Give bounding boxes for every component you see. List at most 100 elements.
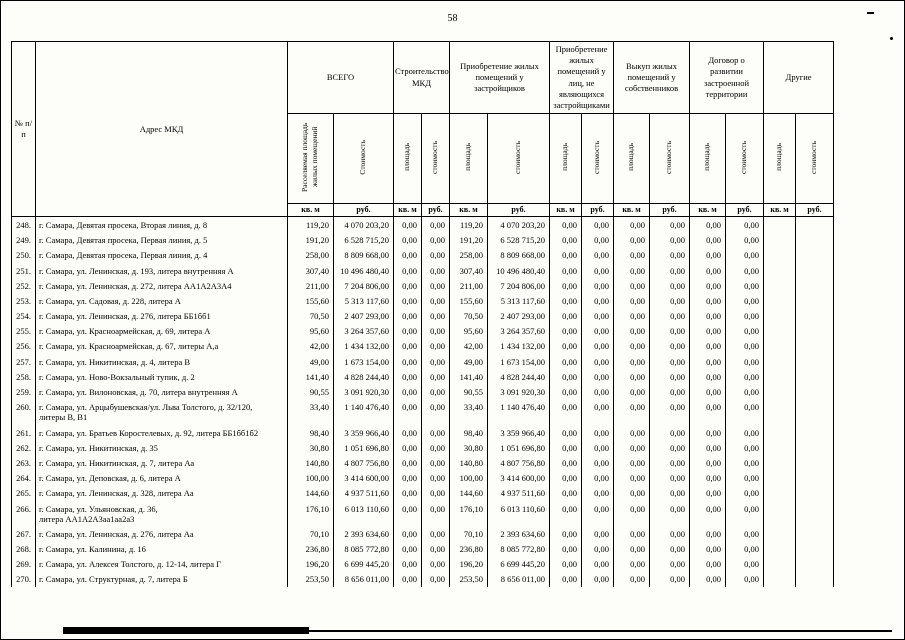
cost-value-cell: 7 204 806,00 [333, 278, 394, 294]
cost-value-cell: 0,00 [421, 278, 450, 294]
sub-header-non-developers-cost: стоимость [581, 112, 615, 205]
cost-value-cell: 0,00 [581, 526, 615, 542]
area-value-cell: 0,00 [549, 399, 583, 426]
cost-value-cell: 0,00 [581, 369, 615, 385]
unit-header-cost: руб. [421, 203, 450, 218]
cost-value-cell: 0,00 [649, 323, 691, 339]
area-value-cell: 98,40 [287, 425, 334, 441]
cost-value-cell [795, 485, 835, 501]
cost-value-cell: 0,00 [421, 485, 450, 501]
table-row: 251. г. Самара, ул. Ленинская, д. 193, ли… [11, 263, 835, 279]
area-value-cell: 0,00 [549, 470, 583, 486]
area-value-cell: 0,00 [549, 293, 583, 309]
cost-value-cell: 6 699 445,20 [486, 556, 551, 572]
area-value-cell: 42,00 [449, 338, 488, 355]
area-value-cell: 0,00 [689, 369, 727, 385]
area-value-cell: 0,00 [549, 323, 583, 339]
area-value-cell: 119,20 [449, 216, 488, 233]
area-value-cell [763, 425, 797, 441]
area-value-cell: 140,80 [287, 455, 334, 471]
area-value-cell: 0,00 [613, 263, 651, 279]
area-value-cell: 0,00 [613, 323, 651, 339]
address-cell: г. Самара, ул. Калинина, д. 16 [35, 541, 288, 557]
address-cell: г. Самара, Девятая просека, Первая линия… [35, 232, 288, 248]
cost-value-cell: 0,00 [649, 308, 691, 324]
area-value-cell [763, 308, 797, 324]
sub-header-agreement-area: площадь [689, 112, 727, 205]
cost-value-cell: 3 264 357,60 [486, 323, 551, 339]
cost-value-cell: 4 828 244,40 [486, 369, 551, 385]
area-value-cell [763, 440, 797, 456]
area-value-cell: 0,00 [393, 293, 422, 309]
area-value-cell [763, 323, 797, 339]
cost-value-cell: 0,00 [421, 455, 450, 471]
area-value-cell: 0,00 [689, 470, 727, 486]
cost-value-cell: 0,00 [581, 485, 615, 501]
table-row: 270. г. Самара, ул. Структурная, д. 7, ли… [11, 571, 835, 588]
cost-value-cell: 6 013 110,60 [333, 501, 394, 527]
table-row: 255. г. Самара, ул. Красноармейская, д. 6… [11, 323, 835, 339]
cost-value-cell: 0,00 [649, 556, 691, 572]
cost-value-cell: 0,00 [421, 293, 450, 309]
area-value-cell: 0,00 [613, 399, 651, 426]
cost-value-cell: 3 414 600,00 [486, 470, 551, 486]
scan-artifact-bottom-line [306, 630, 892, 632]
area-value-cell: 211,00 [287, 278, 334, 294]
cost-value-cell: 0,00 [649, 571, 691, 588]
cost-value-cell: 3 359 966,40 [333, 425, 394, 441]
sub-header-agreement-area-label: площадь [702, 143, 712, 171]
cost-value-cell: 0,00 [725, 425, 765, 441]
area-value-cell: 0,00 [393, 232, 422, 248]
cost-value-cell [795, 369, 835, 385]
area-value-cell: 0,00 [613, 384, 651, 400]
unit-header-area: кв. м [549, 203, 583, 218]
area-value-cell [763, 399, 797, 426]
cost-value-cell: 4 807 756,80 [333, 455, 394, 471]
table-row: 262. г. Самара, ул. Никитинская, д. 35 30,… [11, 440, 835, 456]
area-value-cell: 0,00 [613, 308, 651, 324]
cost-value-cell: 0,00 [649, 278, 691, 294]
cost-value-cell: 0,00 [421, 541, 450, 557]
cost-value-cell: 0,00 [649, 470, 691, 486]
cost-value-cell: 0,00 [581, 323, 615, 339]
cost-value-cell [795, 216, 835, 233]
area-value-cell: 0,00 [549, 278, 583, 294]
address-cell: г. Самара, ул. Алексея Толстого, д. 12-1… [35, 556, 288, 572]
cost-value-cell: 6 699 445,20 [333, 556, 394, 572]
area-value-cell: 0,00 [689, 278, 727, 294]
cost-value-cell [795, 556, 835, 572]
area-value-cell: 0,00 [689, 541, 727, 557]
area-value-cell: 0,00 [613, 338, 651, 355]
area-value-cell: 0,00 [549, 425, 583, 441]
cost-value-cell: 0,00 [725, 556, 765, 572]
cost-value-cell [795, 263, 835, 279]
page-number: 58 [447, 13, 458, 24]
cost-value-cell: 0,00 [421, 571, 450, 588]
area-value-cell: 0,00 [549, 571, 583, 588]
area-value-cell: 176,10 [449, 501, 488, 527]
area-value-cell: 236,80 [287, 541, 334, 557]
area-value-cell: 0,00 [549, 556, 583, 572]
area-value-cell: 0,00 [613, 541, 651, 557]
table-row: 266. г. Самара, ул. Ульяновская, д. 36, л… [11, 501, 835, 527]
area-value-cell [763, 293, 797, 309]
group-header-construction: Строительство МКД [393, 41, 450, 114]
cost-value-cell [795, 470, 835, 486]
area-value-cell: 98,40 [449, 425, 488, 441]
area-value-cell: 0,00 [613, 440, 651, 456]
unit-header-area: кв. м [613, 203, 651, 218]
cost-value-cell [795, 541, 835, 557]
cost-value-cell [795, 384, 835, 400]
group-header-total: ВСЕГО [287, 41, 394, 114]
area-value-cell: 141,40 [449, 369, 488, 385]
area-value-cell: 144,60 [287, 485, 334, 501]
area-value-cell: 0,00 [549, 308, 583, 324]
cost-value-cell: 0,00 [581, 541, 615, 557]
area-value-cell: 0,00 [549, 247, 583, 263]
cost-value-cell: 1 434 132,00 [486, 338, 551, 355]
scan-artifact-bottom-bar [63, 627, 309, 634]
area-value-cell: 0,00 [549, 485, 583, 501]
group-header-purchase-from-developers: Приобретение жилых помещений у застройщи… [448, 41, 551, 114]
row-number-cell: 263. [11, 455, 36, 471]
